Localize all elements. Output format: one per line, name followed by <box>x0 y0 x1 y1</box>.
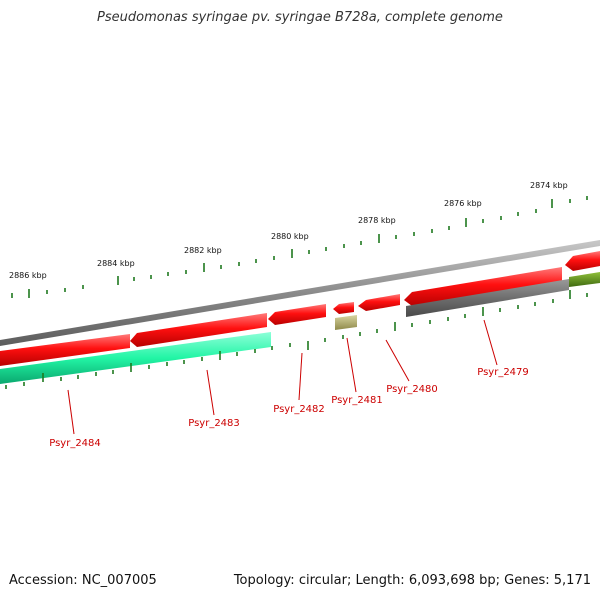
genome-stats: Topology: circular; Length: 6,093,698 bp… <box>234 573 591 588</box>
leader-line <box>346 337 357 393</box>
gene-Psyr_2481b-arrow[interactable] <box>333 302 354 314</box>
gene-label-Psyr_2480[interactable]: Psyr_2480 <box>386 384 438 395</box>
gene-Psyr_2484b-arrow[interactable] <box>0 334 130 366</box>
topology-label: Topology: <box>233 573 295 588</box>
forward-strand-track <box>0 272 600 384</box>
gene-Psyr_2479-arrow[interactable] <box>404 267 562 306</box>
gene-Psyr_2484-feature[interactable] <box>0 332 271 384</box>
gene-Psyr_2480-arrow[interactable] <box>358 294 400 311</box>
accession-value: NC_007005 <box>81 573 157 588</box>
length-value: 6,093,698 bp; <box>408 573 501 588</box>
reverse-strand-track <box>0 251 600 366</box>
genes-label: Genes: <box>504 573 550 588</box>
gene-Psyr_2482-arrow[interactable] <box>268 304 326 325</box>
gene-Psyr_2481-feature[interactable] <box>335 315 357 330</box>
inner-tick-marks <box>5 290 588 389</box>
outer-tick-marks <box>11 196 588 298</box>
gene-leader-lines <box>67 319 498 435</box>
gene-labels: Psyr_2479 Psyr_2480 Psyr_2481 Psyr_2482 … <box>49 367 529 449</box>
gene-Psyr_2483-arrow[interactable] <box>130 313 267 347</box>
genes-count: 5,171 <box>553 573 591 588</box>
kbp-label: 2874 kbp <box>530 181 568 190</box>
kbp-label: 2882 kbp <box>184 246 222 255</box>
gene-label-Psyr_2482[interactable]: Psyr_2482 <box>273 404 325 415</box>
length-label: Length: <box>355 573 405 588</box>
gene-Psyr_2479b-arrow[interactable] <box>565 251 600 271</box>
accession-info: Accession: NC_007005 <box>9 573 157 588</box>
gene-Psyr_2479-feature[interactable] <box>406 279 569 317</box>
kbp-label: 2880 kbp <box>271 232 309 241</box>
gene-label-Psyr_2481[interactable]: Psyr_2481 <box>331 395 383 406</box>
gene-label-Psyr_2483[interactable]: Psyr_2483 <box>188 418 240 429</box>
kbp-label: 2878 kbp <box>358 216 396 225</box>
accession-label: Accession: <box>9 573 78 588</box>
genome-backbone <box>0 240 600 346</box>
kbp-labels: 2874 kbp 2876 kbp 2878 kbp 2880 kbp 2882… <box>9 181 568 280</box>
topology-value: circular; <box>298 573 352 588</box>
leader-line <box>483 319 498 366</box>
leader-line <box>67 389 75 435</box>
kbp-label: 2884 kbp <box>97 259 135 268</box>
kbp-label: 2886 kbp <box>9 271 47 280</box>
gene-label-Psyr_2484[interactable]: Psyr_2484 <box>49 438 101 449</box>
genome-title: Pseudomonas syringae pv. syringae B728a,… <box>97 10 503 25</box>
leader-line <box>206 369 215 416</box>
gene-label-Psyr_2479[interactable]: Psyr_2479 <box>477 367 529 378</box>
leader-line <box>385 339 410 382</box>
kbp-label: 2876 kbp <box>444 199 482 208</box>
leader-line <box>298 352 303 401</box>
olive-feature[interactable] <box>569 272 600 287</box>
